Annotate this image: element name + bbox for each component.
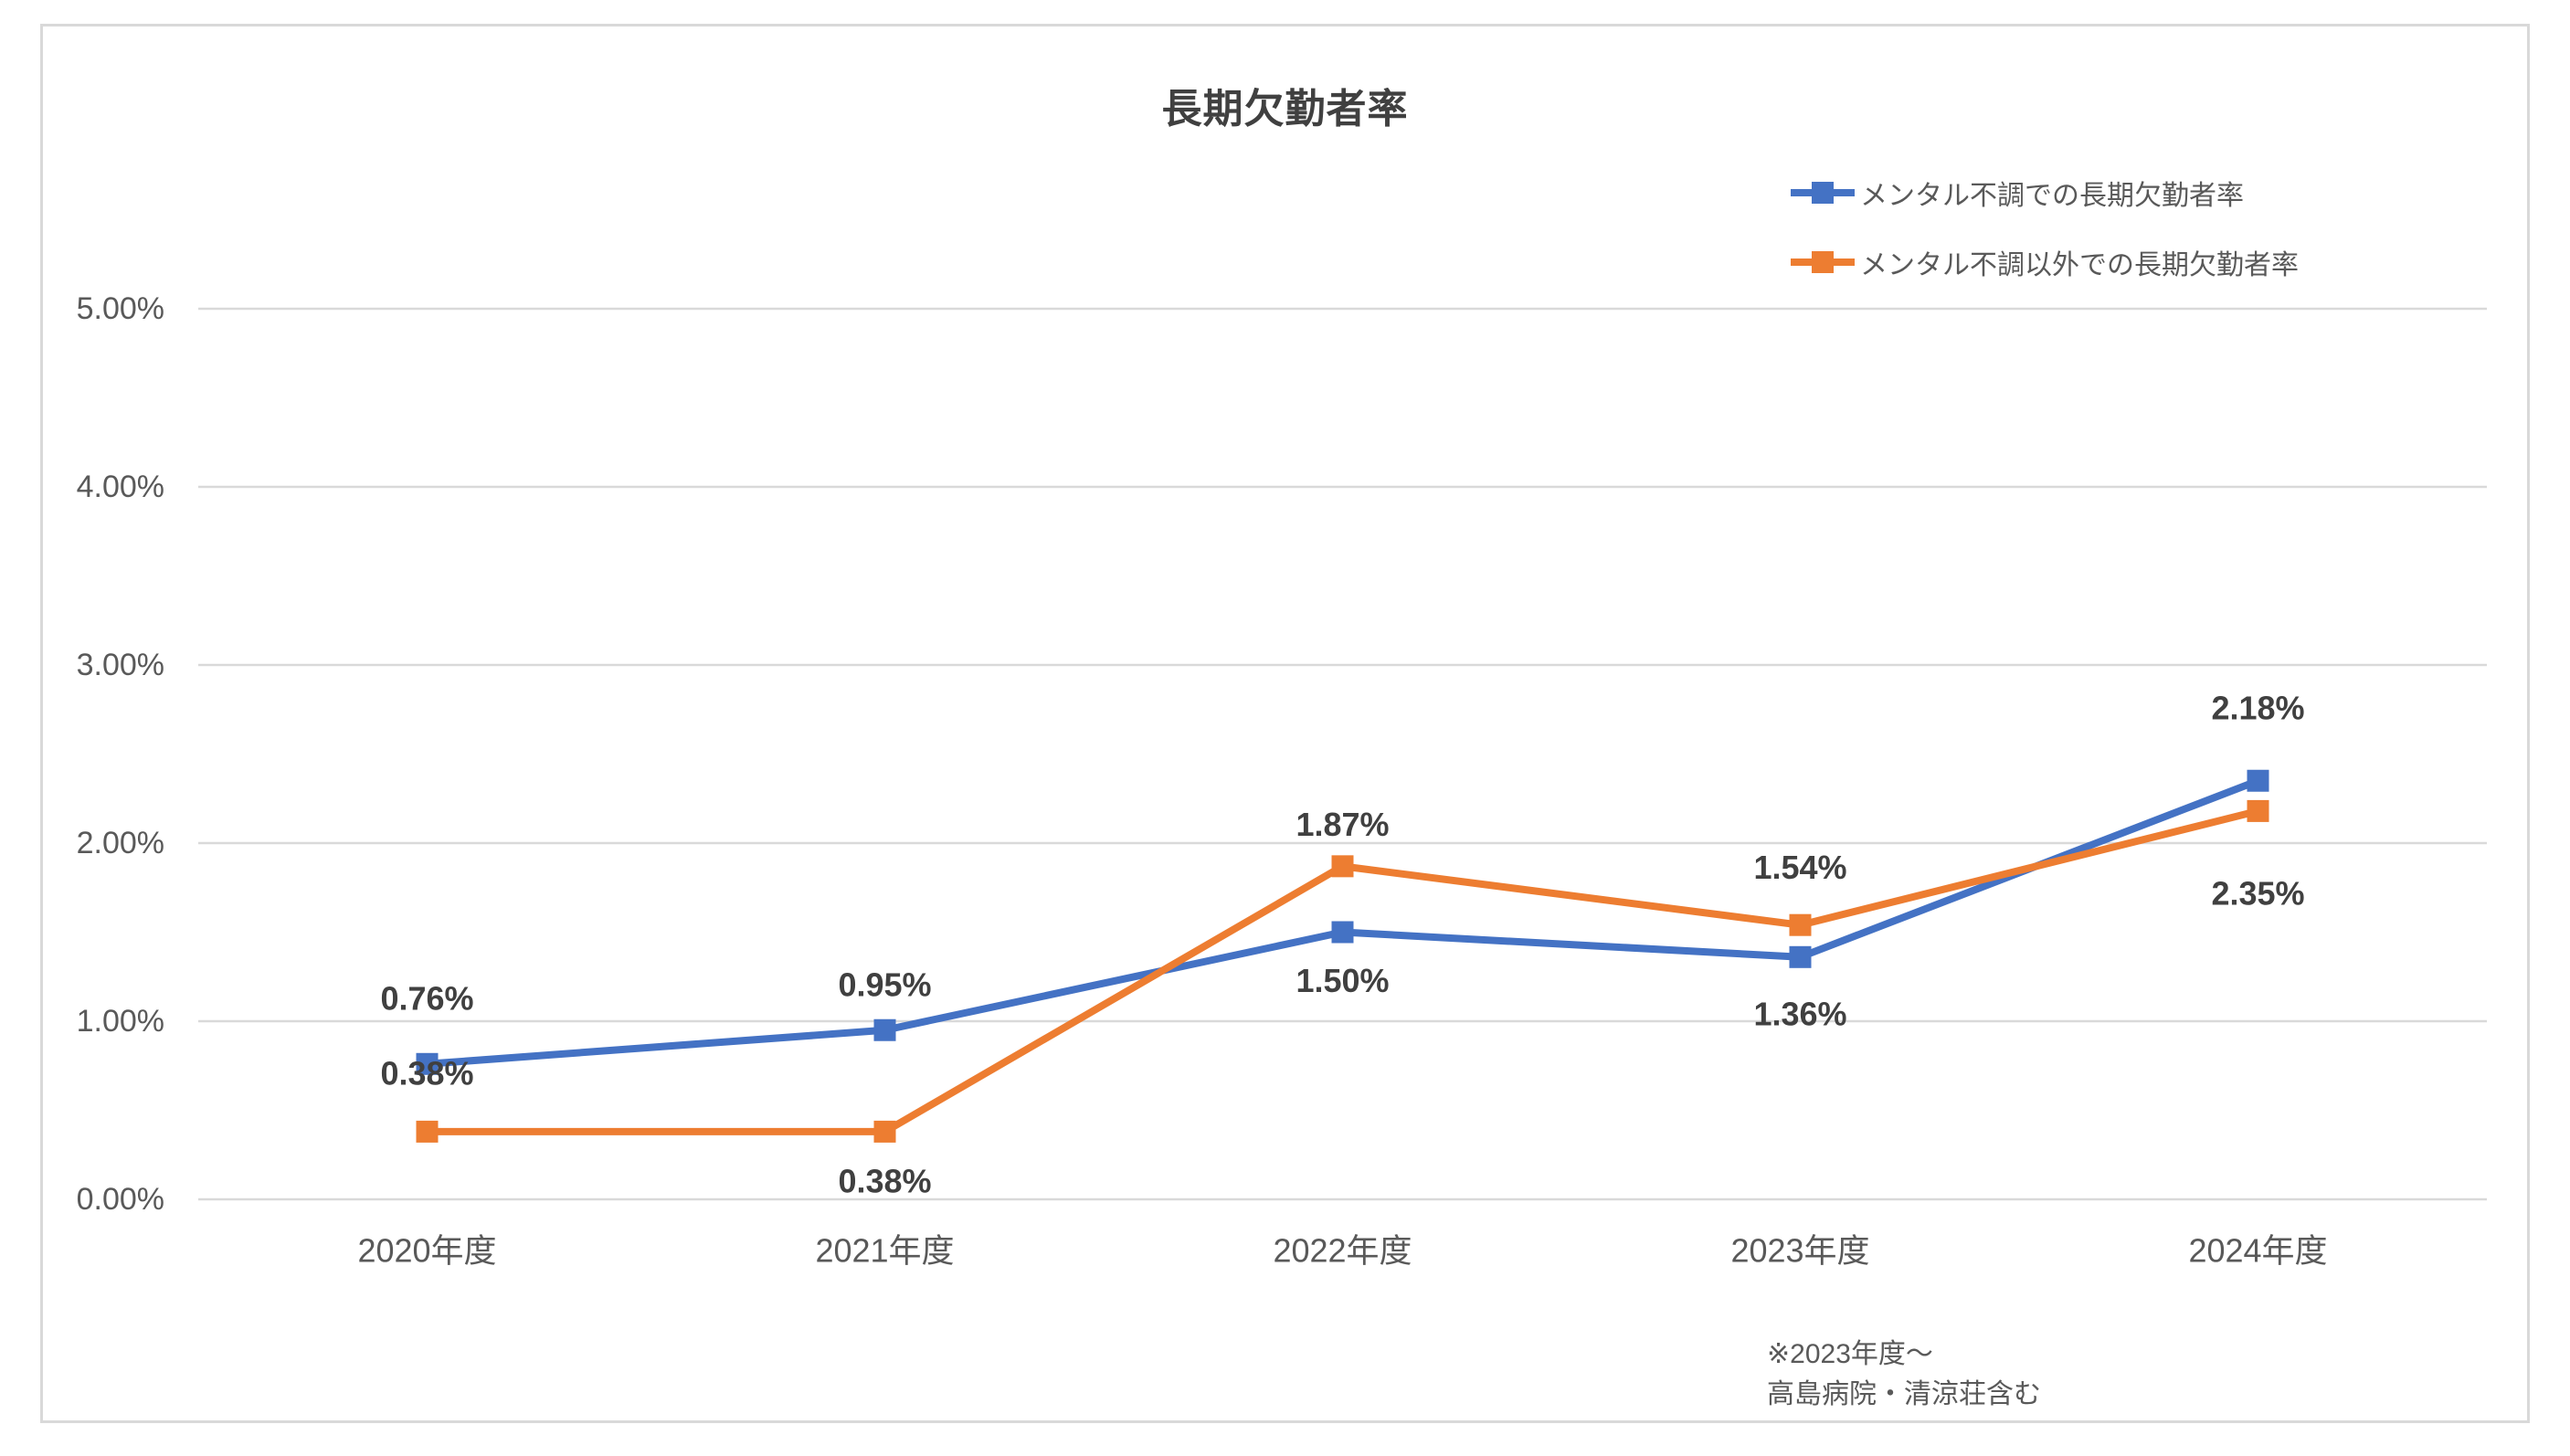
series-1-data-label: 0.38% (838, 1162, 931, 1199)
x-axis-tick-label: 2020年度 (357, 1232, 496, 1270)
legend-item-mental: メンタル不調での長期欠勤者率 (1791, 175, 2299, 211)
series-1-data-label: 1.54% (1753, 849, 1846, 886)
footnote: ※2023年度～ 高島病院・清涼荘含む (1767, 1335, 2041, 1415)
x-axis-tick-label: 2023年度 (1730, 1232, 1869, 1270)
x-axis-tick-label: 2021年度 (815, 1232, 954, 1270)
footnote-line-1: ※2023年度～ (1767, 1339, 1933, 1369)
legend-marker-blue-icon (1791, 182, 1855, 204)
series-1-marker (416, 1120, 439, 1143)
series-0-data-label: 1.50% (1296, 962, 1389, 999)
y-axis-tick-label: 1.00% (77, 1004, 164, 1039)
footnote-line-2: 高島病院・清涼荘含む (1767, 1379, 2041, 1409)
legend-label-mental: メンタル不調での長期欠勤者率 (1860, 181, 2244, 211)
y-axis-tick-label: 0.00% (77, 1182, 164, 1217)
series-0-marker (416, 1052, 439, 1075)
series-0-data-label: 0.76% (380, 979, 473, 1017)
chart-frame: 長期欠勤者率 メンタル不調での長期欠勤者率 メンタル不調以外での長期欠勤者率 ※… (40, 24, 2530, 1423)
x-axis-tick-label: 2024年度 (2188, 1232, 2327, 1270)
series-1-data-label: 2.18% (2211, 689, 2304, 726)
series-0-marker (873, 1018, 896, 1041)
series-1-data-label: 1.87% (1296, 806, 1389, 843)
series-0-data-label: 2.35% (2211, 874, 2304, 912)
series-0-marker (1331, 921, 1354, 944)
legend-label-non-mental: メンタル不調以外での長期欠勤者率 (1860, 250, 2299, 280)
series-0-marker (1789, 945, 1812, 968)
legend: メンタル不調での長期欠勤者率 メンタル不調以外での長期欠勤者率 (1791, 175, 2299, 280)
legend-marker-orange-icon (1791, 251, 1855, 273)
series-0-marker (2247, 769, 2269, 792)
series-1-marker (2247, 799, 2269, 822)
y-axis-tick-label: 2.00% (77, 826, 164, 860)
series-1-marker (873, 1120, 896, 1143)
chart-title: 長期欠勤者率 (1161, 87, 1409, 132)
series-1-data-label: 0.38% (380, 1054, 473, 1092)
series-0-data-label: 0.95% (838, 965, 931, 1003)
series-1-marker (1789, 913, 1812, 936)
y-axis-tick-label: 3.00% (77, 648, 164, 682)
y-axis-tick-label: 4.00% (77, 470, 164, 504)
series-1-marker (1331, 855, 1354, 878)
series-0-data-label: 1.36% (1753, 995, 1846, 1032)
x-axis-tick-label: 2022年度 (1273, 1232, 1412, 1270)
legend-item-non-mental: メンタル不調以外での長期欠勤者率 (1791, 245, 2299, 280)
y-axis-tick-label: 5.00% (77, 291, 164, 326)
